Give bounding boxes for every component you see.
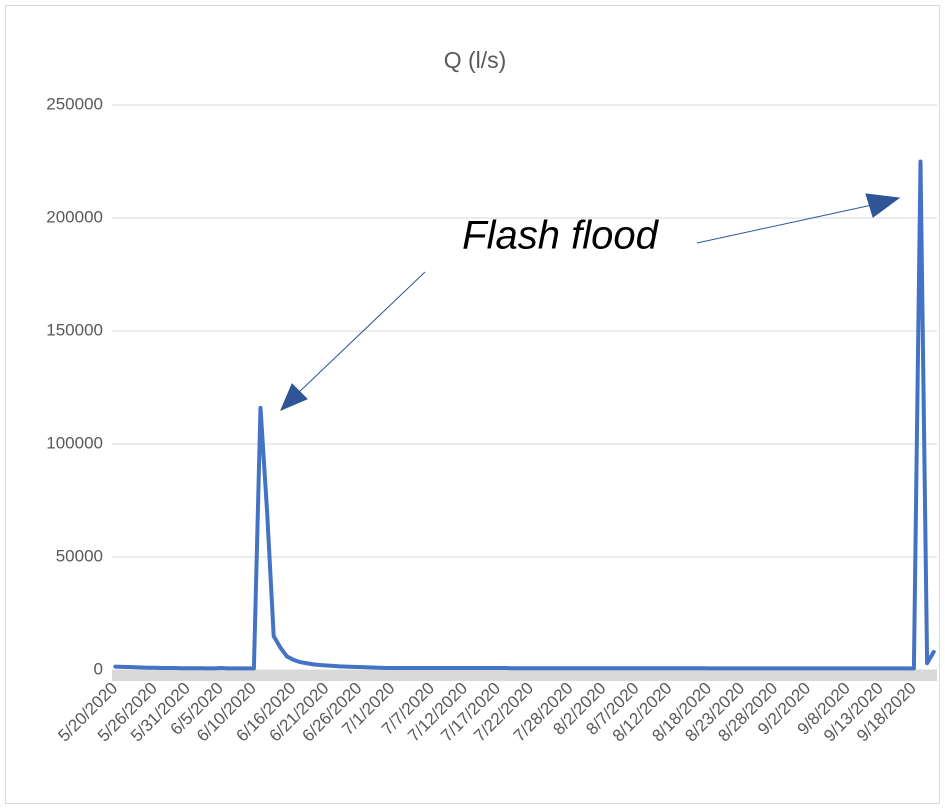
y-tick-label: 200000 — [46, 207, 103, 226]
arrow-head — [280, 383, 308, 411]
arrow-head — [865, 193, 901, 218]
y-tick-label: 0 — [94, 659, 103, 678]
x-axis-band — [112, 670, 937, 681]
arrow-line — [696, 204, 873, 244]
chart-title: Q (l/s) — [444, 47, 507, 73]
annotation-arrows — [280, 193, 901, 411]
y-tick-label: 150000 — [46, 320, 103, 339]
y-tick-label: 250000 — [46, 94, 103, 113]
y-tick-label: 100000 — [46, 433, 103, 452]
data-line — [113, 159, 936, 671]
y-tick-label: 50000 — [56, 546, 103, 565]
arrow-line — [295, 271, 426, 396]
annotation: Flash flood — [462, 214, 659, 258]
